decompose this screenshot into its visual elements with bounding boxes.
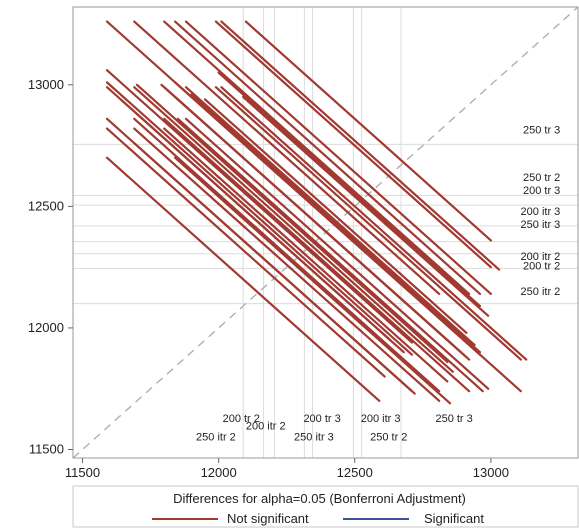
- x-reference-label: 250 itr 3: [294, 431, 334, 443]
- difference-segment: [133, 127, 441, 402]
- difference-segment: [220, 20, 501, 271]
- x-tick-label: 12000: [201, 465, 237, 480]
- x-reference-label: 250 itr 2: [196, 431, 236, 443]
- y-tick-label: 12000: [28, 320, 64, 335]
- difference-segment: [217, 71, 482, 308]
- difference-segment: [133, 142, 416, 395]
- difference-segment: [184, 117, 490, 390]
- difference-segment: [133, 117, 441, 393]
- x-tick-label: 13000: [473, 465, 509, 480]
- difference-segment: [105, 81, 414, 356]
- difference-segment: [105, 69, 414, 344]
- legend-label: Significant: [424, 511, 484, 526]
- y-reference-label: 250 itr 3: [521, 219, 561, 231]
- x-reference-label: 200 tr 2: [223, 413, 260, 425]
- difference-segment: [184, 86, 476, 347]
- difference-segment: [105, 127, 386, 378]
- x-tick-label: 12500: [337, 465, 373, 480]
- y-tick-label: 13000: [28, 77, 64, 92]
- y-reference-label: 200 tr 3: [523, 185, 560, 197]
- difference-segment: [119, 98, 405, 354]
- difference-segment: [184, 20, 492, 295]
- y-reference-label: 250 tr 3: [523, 124, 560, 136]
- difference-segment: [163, 117, 471, 393]
- difference-segment: [135, 83, 449, 364]
- y-reference-label: 250 tr 2: [523, 172, 560, 184]
- y-reference-label: 250 itr 2: [521, 286, 561, 298]
- legend-title: Differences for alpha=0.05 (Bonferroni A…: [173, 491, 466, 506]
- legend-box: [72, 485, 579, 528]
- y-reference-label: 200 itr 3: [521, 206, 561, 218]
- difference-segment: [163, 20, 471, 295]
- difference-segment: [214, 117, 522, 393]
- difference-segment: [133, 20, 441, 295]
- difference-segment: [203, 98, 468, 334]
- legend-entries: Not significant Significant: [152, 511, 484, 526]
- difference-segment: [244, 20, 492, 242]
- difference-segment: [176, 117, 484, 393]
- difference-segment: [214, 86, 522, 361]
- y-tick-label: 12500: [28, 198, 64, 213]
- y-tick-label: 11500: [29, 441, 64, 456]
- difference-segment: [242, 95, 490, 317]
- plot-frame: [72, 6, 579, 459]
- x-reference-label: 200 itr 2: [246, 420, 286, 432]
- legend: Differences for alpha=0.05 (Bonferroni A…: [72, 485, 579, 528]
- difference-segment: [105, 156, 381, 402]
- difference-segments: [105, 20, 528, 405]
- difference-segment: [190, 93, 482, 354]
- x-tick-label: 11500: [65, 465, 100, 480]
- x-reference-label: 200 itr 3: [361, 413, 401, 425]
- x-reference-label: 250 tr 3: [435, 413, 472, 425]
- difference-segment: [220, 86, 528, 361]
- axes: 11500 12000 12500 13000 11500 12000 12500 13000: [28, 77, 509, 480]
- difference-segment: [214, 20, 492, 269]
- y-reference-label: 200 tr 2: [523, 261, 560, 273]
- difference-segment: [163, 127, 449, 383]
- x-reference-label: 250 tr 2: [370, 431, 407, 443]
- x-reference-label: 200 tr 3: [303, 413, 340, 425]
- difference-segment: [173, 20, 482, 295]
- legend-label: Not significant: [227, 511, 309, 526]
- y-reference-label: 200 itr 2: [521, 251, 561, 263]
- difference-segment: [173, 156, 452, 405]
- difference-segment: [133, 86, 454, 373]
- difference-segment: [163, 86, 471, 361]
